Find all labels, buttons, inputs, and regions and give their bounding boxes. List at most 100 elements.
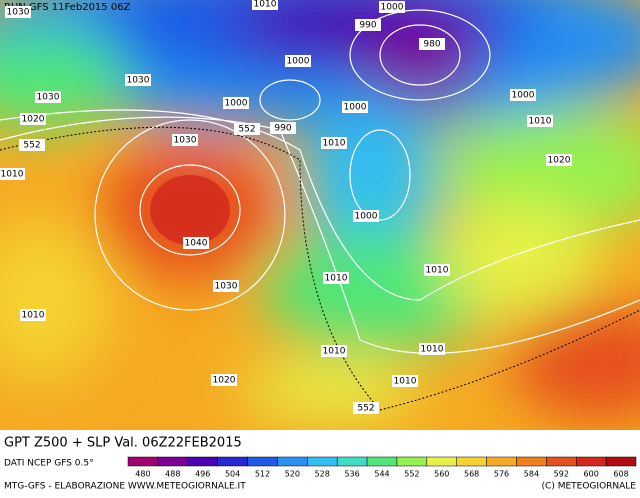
isobar-label-bg xyxy=(285,55,311,67)
isobar-label: 552 xyxy=(238,125,255,135)
colorbar-label: 568 xyxy=(464,470,479,479)
isobar-label-bg xyxy=(183,237,209,249)
isobar-label: 1000 xyxy=(512,91,535,101)
isobar-label-bg xyxy=(321,137,347,149)
isobar-label: 1030 xyxy=(174,136,197,146)
isobar-label-bg xyxy=(510,89,536,101)
isobar-label: 1010 xyxy=(254,0,277,10)
colorbar-cell xyxy=(605,456,637,467)
isobar-label: 1000 xyxy=(355,212,378,222)
isobar-label: 1000 xyxy=(381,3,404,13)
isobar-label-bg xyxy=(5,6,31,18)
colorbar-cell xyxy=(575,456,607,467)
isobar-label-bg xyxy=(527,115,553,127)
isobar-label: 1030 xyxy=(37,93,60,103)
isobar-label-bg xyxy=(20,113,46,125)
colorbar-cell xyxy=(426,456,457,467)
colorbar-label: 576 xyxy=(494,470,509,479)
colorbar-label: 512 xyxy=(255,470,270,479)
isobar-label-bg xyxy=(419,343,445,355)
isobar-label: 990 xyxy=(274,124,291,134)
colorbar-label: 592 xyxy=(554,470,569,479)
isobar-label-bg xyxy=(19,139,45,151)
isobar-label: 1000 xyxy=(287,57,310,67)
isobar-label: 1020 xyxy=(213,376,236,386)
credit-left: MTG-GFS - ELABORAZIONE WWW.METEOGIORNALE… xyxy=(4,482,246,492)
colorbar-cell xyxy=(456,456,487,467)
isobar-label: 1030 xyxy=(127,76,150,86)
colorbar-label: 504 xyxy=(225,470,240,479)
isobar-label: 990 xyxy=(359,21,376,31)
isobar-label: 1040 xyxy=(185,239,208,249)
isobar-label: 1010 xyxy=(323,139,346,149)
colorbar-label: 584 xyxy=(524,470,539,479)
isobar-label-bg xyxy=(270,122,296,134)
colorbar-label: 488 xyxy=(165,470,180,479)
isobar-label-bg xyxy=(546,154,572,166)
colorbar-cell xyxy=(187,456,218,467)
isobar-label: 1030 xyxy=(215,282,238,292)
isobar-label: 1010 xyxy=(529,117,552,127)
colorbar-label: 608 xyxy=(613,470,628,479)
isobar-label: 1010 xyxy=(394,377,417,387)
colorbar-label: 544 xyxy=(374,470,389,479)
colorbar-cell xyxy=(217,456,248,467)
colorbar-label: 600 xyxy=(584,470,599,479)
colorbar-label: 528 xyxy=(315,470,330,479)
colorbar-label: 560 xyxy=(434,470,449,479)
colorbar-label: 520 xyxy=(285,470,300,479)
isobar-label-bg xyxy=(342,101,368,113)
isobar-label-bg xyxy=(353,402,379,414)
isobar-label: 1020 xyxy=(548,156,571,166)
run-label: RUN GFS 11Feb2015 06Z xyxy=(4,2,131,13)
isobar-label-bg xyxy=(125,74,151,86)
isobar-label: 1010 xyxy=(1,170,24,180)
isobar-label-bg xyxy=(419,38,445,50)
isobar-label-bg xyxy=(392,375,418,387)
colorbar-label: 552 xyxy=(404,470,419,479)
footer-title: GPT Z500 + SLP Val. 06Z22FEB2015 xyxy=(4,436,242,451)
isobar-label: 980 xyxy=(423,40,440,50)
isobar-label-bg xyxy=(252,0,278,10)
colorbar-cell xyxy=(396,456,428,467)
colorbar-cell xyxy=(486,456,517,467)
isobar-label: 552 xyxy=(23,141,40,151)
colorbar-cell xyxy=(336,456,368,467)
isobar-label-bg xyxy=(424,264,450,276)
colorbar-label: 536 xyxy=(344,470,359,479)
credit-right: (C) METEOGIORNALE xyxy=(542,482,637,492)
colorbar-cell xyxy=(127,456,159,467)
isobar-label: 1010 xyxy=(325,274,348,284)
isobar-label: 1010 xyxy=(323,347,346,357)
isobar-label: 1020 xyxy=(22,115,45,125)
colorbar-cell xyxy=(516,456,547,467)
colorbar-cell xyxy=(366,456,398,467)
colorbar-label: 480 xyxy=(135,470,150,479)
isobar-label-bg xyxy=(379,1,405,13)
footer-source: DATI NCEP GFS 0.5° xyxy=(4,459,94,469)
colorbar-cell xyxy=(277,456,308,467)
isobar-label-bg xyxy=(223,97,249,109)
isobar-label: 1030 xyxy=(7,8,30,18)
isobar-label-bg xyxy=(35,91,61,103)
isobar-label: 552 xyxy=(357,404,374,414)
isobar-label-bg xyxy=(211,374,237,386)
map-field xyxy=(0,0,640,430)
colorbar-cell xyxy=(546,456,577,467)
colorbar-label: 496 xyxy=(195,470,210,479)
isobar-label: 1000 xyxy=(344,103,367,113)
isobar-label-bg xyxy=(323,272,349,284)
isobar-label-bg xyxy=(321,345,347,357)
isobar-label-bg xyxy=(20,309,46,321)
isobar-label-bg xyxy=(213,280,239,292)
isobar-label: 1010 xyxy=(426,266,449,276)
isobar-label-bg xyxy=(0,168,25,180)
colorbar-cell xyxy=(157,456,189,467)
isobar-label: 1010 xyxy=(22,311,45,321)
colorbar-cell xyxy=(307,456,338,467)
isobar-label-bg xyxy=(355,19,381,31)
isobar-label-bg xyxy=(172,134,198,146)
isobar-label-bg xyxy=(353,210,379,222)
isobar-label: 1010 xyxy=(421,345,444,355)
